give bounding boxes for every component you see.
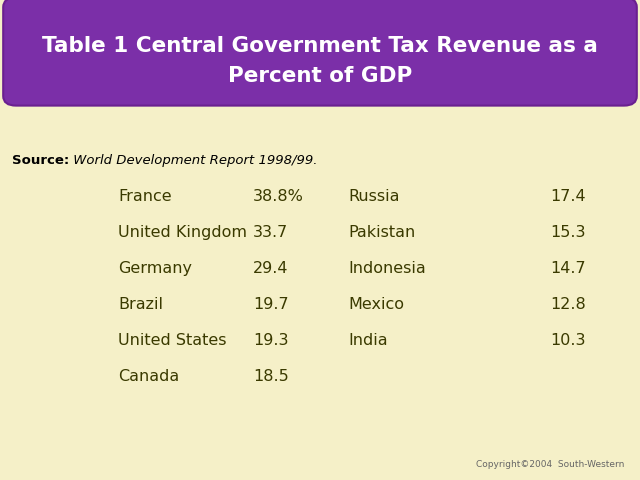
Text: 17.4: 17.4 bbox=[550, 189, 586, 204]
Text: 14.7: 14.7 bbox=[550, 261, 586, 276]
Text: India: India bbox=[349, 333, 388, 348]
Text: Indonesia: Indonesia bbox=[349, 261, 426, 276]
Text: 38.8%: 38.8% bbox=[253, 189, 303, 204]
Text: Pakistan: Pakistan bbox=[349, 225, 416, 240]
Text: 19.7: 19.7 bbox=[253, 297, 289, 312]
Text: 12.8: 12.8 bbox=[550, 297, 586, 312]
Text: 29.4: 29.4 bbox=[253, 261, 288, 276]
Text: Brazil: Brazil bbox=[118, 297, 163, 312]
Text: Source:: Source: bbox=[12, 154, 68, 168]
Text: 10.3: 10.3 bbox=[550, 333, 586, 348]
FancyBboxPatch shape bbox=[3, 0, 637, 106]
Text: Germany: Germany bbox=[118, 261, 193, 276]
Text: 19.3: 19.3 bbox=[253, 333, 288, 348]
Text: United States: United States bbox=[118, 333, 227, 348]
Text: Percent of GDP: Percent of GDP bbox=[228, 66, 412, 86]
Text: Mexico: Mexico bbox=[349, 297, 405, 312]
Text: Copyright©2004  South-Western: Copyright©2004 South-Western bbox=[476, 460, 624, 469]
Text: Canada: Canada bbox=[118, 369, 180, 384]
Text: 15.3: 15.3 bbox=[550, 225, 586, 240]
Text: World Development Report 1998/99.: World Development Report 1998/99. bbox=[69, 154, 317, 168]
Text: 33.7: 33.7 bbox=[253, 225, 288, 240]
Text: Russia: Russia bbox=[349, 189, 400, 204]
Text: 18.5: 18.5 bbox=[253, 369, 289, 384]
Text: Table 1 Central Government Tax Revenue as a: Table 1 Central Government Tax Revenue a… bbox=[42, 36, 598, 56]
Text: United Kingdom: United Kingdom bbox=[118, 225, 248, 240]
Text: France: France bbox=[118, 189, 172, 204]
